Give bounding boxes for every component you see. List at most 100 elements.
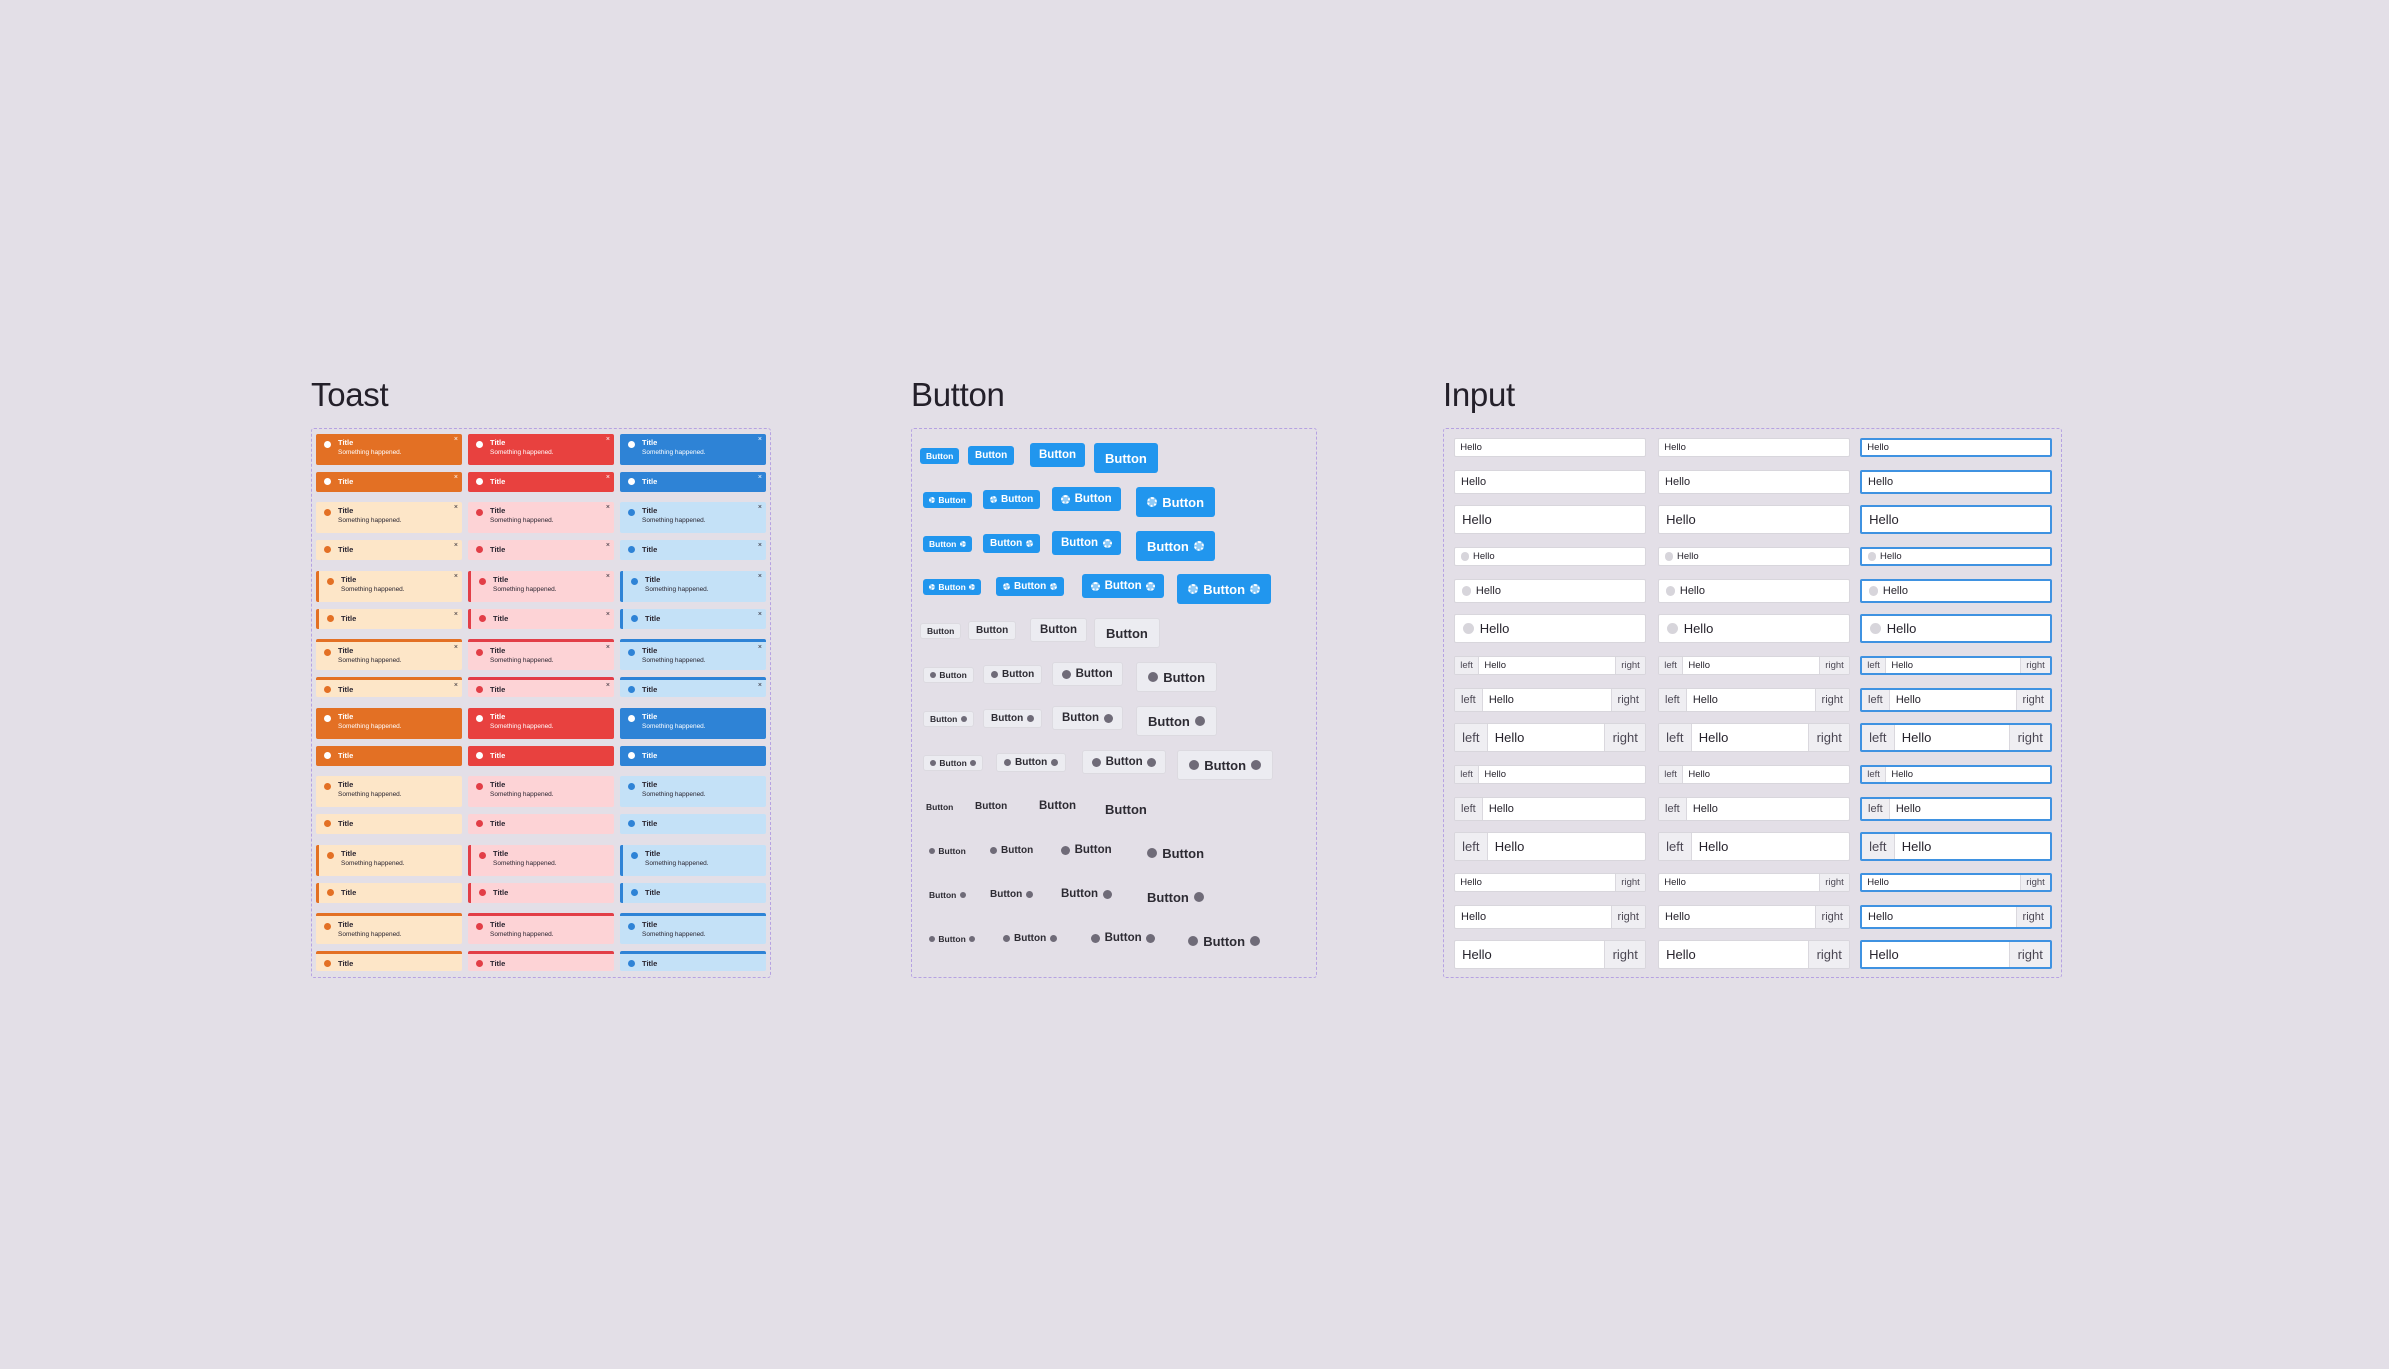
input-value[interactable]: Hello [1895, 803, 1921, 815]
input-value[interactable]: Hello [1901, 839, 1932, 854]
text-input-focused[interactable]: left Hello right [1860, 656, 2052, 675]
text-input[interactable]: left Hello right [1454, 688, 1646, 712]
button-light-lg[interactable]: Button [1177, 750, 1274, 780]
input-value[interactable]: Hello [1868, 911, 1894, 923]
button-ghost-md[interactable]: Button [1030, 794, 1085, 818]
close-icon[interactable]: × [605, 474, 610, 481]
input-value[interactable]: Hello [1880, 551, 1902, 562]
text-input[interactable]: left Hello right [1658, 656, 1850, 675]
button-ghost-lg[interactable]: Button [1136, 838, 1215, 868]
button-solid-sm[interactable]: Button [996, 577, 1065, 596]
text-input[interactable]: Hello right [1454, 940, 1646, 969]
text-input[interactable]: left Hello [1454, 832, 1646, 861]
text-input[interactable]: left Hello [1658, 797, 1850, 821]
close-icon[interactable]: × [757, 542, 762, 549]
text-input-focused[interactable]: Hello [1860, 470, 2052, 494]
button-light-sm[interactable]: Button [996, 753, 1067, 772]
text-input[interactable]: Hello [1658, 505, 1850, 534]
input-value[interactable]: Hello [1484, 660, 1506, 671]
button-light-xs[interactable]: Button [923, 711, 974, 727]
button-light-sm[interactable]: Button [983, 709, 1043, 728]
text-input[interactable]: left Hello [1658, 832, 1850, 861]
button-solid-xs[interactable]: Button [920, 448, 960, 464]
input-value[interactable]: Hello [1475, 585, 1501, 597]
button-light-md[interactable]: Button [1052, 662, 1123, 686]
input-value[interactable]: Hello [1462, 512, 1492, 527]
button-light-xs[interactable]: Button [920, 623, 962, 639]
button-light-sm[interactable]: Button [983, 665, 1043, 684]
input-value[interactable]: Hello [1901, 730, 1932, 745]
text-input[interactable]: Hello [1658, 614, 1850, 643]
button-ghost-md[interactable]: Button [1052, 838, 1121, 862]
input-value[interactable]: Hello [1867, 877, 1889, 888]
input-value[interactable]: Hello [1692, 694, 1718, 706]
text-input[interactable]: Hello right [1658, 940, 1850, 969]
button-ghost-xs[interactable]: Button [923, 843, 972, 859]
close-icon[interactable]: × [605, 436, 610, 443]
input-value[interactable]: Hello [1488, 694, 1514, 706]
button-light-lg[interactable]: Button [1094, 618, 1160, 648]
button-light-xs[interactable]: Button [923, 755, 984, 771]
close-icon[interactable]: × [757, 682, 762, 689]
text-input-focused[interactable]: left Hello [1860, 765, 2052, 784]
input-value[interactable]: Hello [1886, 621, 1917, 636]
close-icon[interactable]: × [453, 644, 458, 651]
input-value[interactable]: Hello [1688, 660, 1710, 671]
close-icon[interactable]: × [453, 542, 458, 549]
button-ghost-lg[interactable]: Button [1094, 794, 1158, 824]
input-value[interactable]: Hello [1882, 585, 1908, 597]
text-input-focused[interactable]: Hello [1860, 614, 2052, 643]
text-input[interactable]: left Hello right [1454, 656, 1646, 675]
button-ghost-sm[interactable]: Button [983, 885, 1040, 904]
button-light-lg[interactable]: Button [1136, 662, 1218, 692]
input-value[interactable]: Hello [1462, 947, 1492, 962]
close-icon[interactable]: × [757, 573, 762, 580]
button-ghost-xs[interactable]: Button [923, 931, 981, 947]
input-value[interactable]: Hello [1484, 769, 1506, 780]
button-solid-md[interactable]: Button [1052, 531, 1121, 555]
button-ghost-md[interactable]: Button [1052, 882, 1121, 906]
close-icon[interactable]: × [453, 436, 458, 443]
text-input-focused[interactable]: Hello right [1860, 940, 2052, 969]
input-value[interactable]: Hello [1664, 442, 1686, 453]
button-ghost-sm[interactable]: Button [968, 797, 1014, 816]
input-value[interactable]: Hello [1666, 512, 1696, 527]
button-solid-xs[interactable]: Button [923, 492, 972, 508]
input-value[interactable]: Hello [1494, 839, 1525, 854]
close-icon[interactable]: × [605, 542, 610, 549]
input-value[interactable]: Hello [1665, 911, 1691, 923]
close-icon[interactable]: × [757, 504, 762, 511]
input-value[interactable]: Hello [1692, 803, 1718, 815]
button-solid-lg[interactable]: Button [1177, 574, 1272, 604]
close-icon[interactable]: × [757, 436, 762, 443]
button-light-xs[interactable]: Button [923, 667, 974, 683]
button-ghost-lg[interactable]: Button [1177, 926, 1271, 956]
input-value[interactable]: Hello [1869, 947, 1899, 962]
text-input-focused[interactable]: Hello right [1860, 873, 2052, 892]
button-solid-lg[interactable]: Button [1136, 531, 1216, 561]
button-light-md[interactable]: Button [1082, 750, 1167, 774]
input-value[interactable]: Hello [1460, 442, 1482, 453]
button-light-md[interactable]: Button [1052, 706, 1123, 730]
text-input-focused[interactable]: left Hello right [1860, 723, 2052, 752]
close-icon[interactable]: × [757, 611, 762, 618]
close-icon[interactable]: × [605, 611, 610, 618]
text-input[interactable]: Hello [1454, 547, 1646, 566]
text-input[interactable]: Hello right [1454, 905, 1646, 929]
text-input[interactable]: Hello [1454, 438, 1646, 457]
button-solid-sm[interactable]: Button [968, 446, 1015, 465]
input-value[interactable]: Hello [1488, 803, 1514, 815]
text-input[interactable]: Hello [1658, 547, 1850, 566]
button-ghost-lg[interactable]: Button [1136, 882, 1215, 912]
input-value[interactable]: Hello [1698, 839, 1729, 854]
text-input-focused[interactable]: Hello [1860, 438, 2052, 457]
button-light-md[interactable]: Button [1030, 618, 1088, 642]
close-icon[interactable]: × [757, 644, 762, 651]
button-solid-lg[interactable]: Button [1094, 443, 1158, 473]
text-input[interactable]: Hello [1658, 470, 1850, 494]
text-input[interactable]: Hello [1454, 579, 1646, 603]
input-value[interactable]: Hello [1688, 769, 1710, 780]
text-input[interactable]: left Hello [1658, 765, 1850, 784]
button-light-lg[interactable]: Button [1136, 706, 1218, 736]
text-input-focused[interactable]: left Hello [1860, 832, 2052, 861]
